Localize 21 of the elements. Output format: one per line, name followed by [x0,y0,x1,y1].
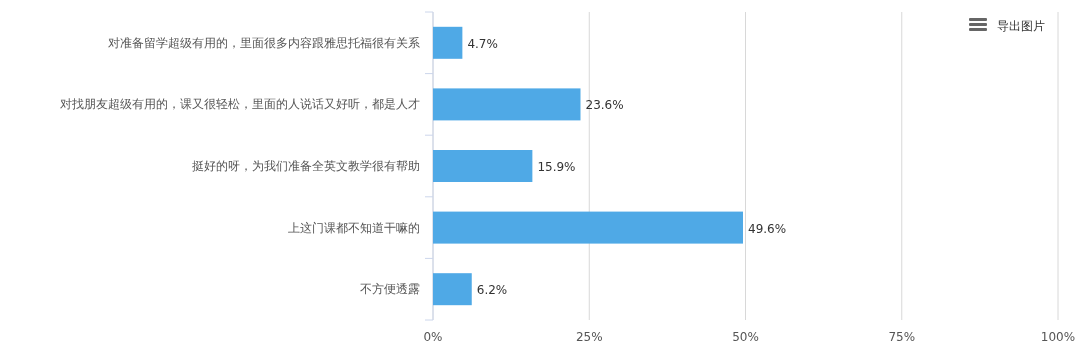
y-tick-label: 对找朋友超级有用的，课又很轻松，里面的人说话又好听，都是人才 [60,97,420,112]
y-tick-label: 上这门课都不知道干嘛的 [288,220,420,235]
data-label: 4.7% [467,36,498,51]
x-tick-label: 25% [575,330,603,344]
y-tick-label: 不方便透露 [360,282,420,297]
data-label: 23.6% [585,98,624,113]
x-tick-label: 0% [423,330,443,344]
data-label: 49.6% [748,221,787,236]
bar [433,273,472,306]
x-tick-label: 100% [1040,330,1076,344]
data-label: 15.9% [537,160,576,174]
data-label: 6.2% [476,283,508,298]
bar [433,26,463,59]
bar [433,150,533,182]
y-tick-label: 对准备留学超级有用的，里面很多内容跟雅思托福很有关系 [108,35,420,50]
x-tick-label: 75% [888,330,916,344]
bar [433,211,743,244]
bar [433,88,581,121]
y-tick-label: 挺好的呀，为我们准备全英文教学很有帮助 [192,159,420,173]
annotation: 导出图片 [997,19,1045,33]
x-tick-label: 50% [732,330,759,344]
